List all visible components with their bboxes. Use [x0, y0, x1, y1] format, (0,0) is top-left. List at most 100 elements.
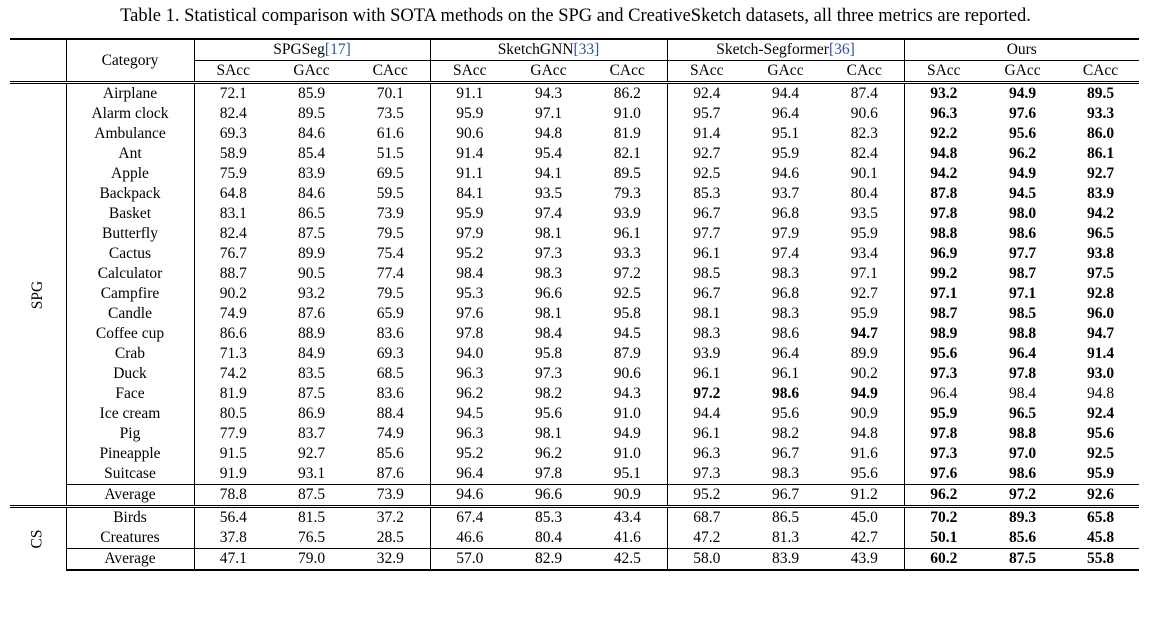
value-cell: 41.6 — [588, 528, 668, 549]
value-cell: 97.8 — [930, 425, 958, 442]
table-row: Campfire 90.2 93.2 79.5 95.3 96.6 92.5 96.7 96.8… — [10, 284, 1139, 304]
value-cell: 97.1 — [930, 285, 958, 302]
value-cell: 96.3 — [693, 445, 721, 462]
metric-header: SAcc — [689, 62, 724, 79]
value-cell: 95.6 — [534, 405, 563, 422]
value-cell: 96.9 — [930, 245, 958, 262]
value-cell: 45.0 — [825, 505, 905, 528]
value-cell: 98.2 — [534, 385, 563, 402]
value-cell: 92.7 — [1086, 165, 1115, 182]
value-cell: 86.5 — [297, 205, 326, 222]
value-cell: 96.0 — [1086, 305, 1115, 322]
table-row: Alarm clock 82.4 89.5 73.5 95.9 97.1 91.0 95.7 9… — [10, 104, 1139, 124]
value-cell: 91.0 — [588, 404, 668, 424]
value-cell: 55.8 — [1062, 548, 1140, 571]
value-cell: 86.6 — [219, 325, 247, 342]
value-cell: 95.7 — [693, 105, 721, 122]
value-cell: 89.9 — [297, 245, 326, 262]
value-cell: 93.2 — [297, 285, 326, 302]
value-cell: 82.1 — [588, 144, 668, 164]
value-cell: 73.5 — [351, 104, 431, 124]
value-cell: 94.2 — [1086, 205, 1115, 222]
value-cell: 64.8 — [219, 185, 247, 202]
value-cell: 94.5 — [588, 324, 668, 344]
dataset-label-spg: SPG — [10, 81, 67, 507]
value-cell: 95.9 — [1086, 465, 1115, 482]
category-cell: Suitcase — [66, 464, 195, 485]
dataset-label-cs: CS — [10, 505, 67, 570]
value-cell: 74.9 — [219, 305, 247, 322]
value-cell: 91.0 — [588, 444, 668, 464]
value-cell: 94.8 — [1086, 385, 1115, 402]
value-cell: 95.9 — [825, 304, 905, 324]
value-cell: 43.9 — [825, 548, 905, 571]
value-cell: 96.8 — [771, 205, 800, 222]
category-cell: Calculator — [66, 264, 195, 284]
value-cell: 83.9 — [297, 165, 326, 182]
value-cell: 95.6 — [771, 405, 800, 422]
value-cell: 79.3 — [588, 184, 668, 204]
value-cell: 72.1 — [194, 81, 272, 104]
value-cell: 96.1 — [693, 365, 721, 382]
value-cell: 87.5 — [983, 548, 1063, 571]
category-cell: Pig — [66, 424, 195, 444]
value-cell: 96.8 — [771, 285, 800, 302]
value-cell: 97.2 — [588, 264, 668, 284]
value-cell: 37.8 — [219, 529, 247, 546]
value-cell: 77.9 — [219, 425, 247, 442]
value-cell: 86.2 — [588, 81, 668, 104]
value-cell: 81.9 — [588, 124, 668, 144]
value-cell: 94.5 — [456, 405, 484, 422]
value-cell: 95.3 — [456, 285, 484, 302]
category-cell: Face — [66, 384, 195, 404]
value-cell: 90.6 — [825, 104, 905, 124]
value-cell: 91.5 — [219, 445, 247, 462]
value-cell: 98.6 — [771, 325, 800, 342]
value-cell: 97.9 — [456, 225, 484, 242]
value-cell: 60.2 — [904, 548, 984, 571]
value-cell: 83.5 — [297, 365, 326, 382]
value-cell: 96.4 — [456, 465, 484, 482]
value-cell: 85.4 — [297, 145, 326, 162]
table-row: Cactus 76.7 89.9 75.4 95.2 97.3 93.3 96.1 97.4 93… — [10, 244, 1139, 264]
metric-header: SAcc — [452, 62, 487, 79]
value-cell: 79.5 — [351, 224, 431, 244]
value-cell: 82.4 — [219, 105, 247, 122]
value-cell: 96.6 — [534, 285, 563, 302]
value-cell: 93.9 — [693, 345, 721, 362]
value-cell: 97.3 — [534, 245, 563, 262]
value-cell: 76.5 — [297, 529, 326, 546]
value-cell: 85.6 — [351, 444, 431, 464]
value-cell: 75.9 — [219, 165, 247, 182]
category-cell: Alarm clock — [66, 104, 195, 124]
value-cell: 97.4 — [771, 245, 800, 262]
table-caption: Table 1. Statistical comparison with SOT… — [120, 6, 1031, 26]
value-cell: 83.9 — [746, 548, 825, 571]
value-cell: 97.7 — [693, 225, 721, 242]
value-cell: 56.4 — [194, 505, 272, 528]
value-cell: 97.7 — [1008, 245, 1037, 262]
value-cell: 46.6 — [456, 529, 484, 546]
value-cell: 70.2 — [904, 505, 984, 528]
value-cell: 88.9 — [297, 325, 326, 342]
value-cell: 95.1 — [771, 125, 800, 142]
value-cell: 94.7 — [1086, 325, 1115, 342]
value-cell: 86.0 — [1086, 125, 1115, 142]
value-cell: 84.6 — [297, 185, 326, 202]
value-cell: 96.1 — [588, 224, 668, 244]
value-cell: 94.4 — [746, 81, 825, 104]
category-cell: Ant — [66, 144, 195, 164]
metric-header: CAcc — [588, 60, 668, 83]
value-cell: 96.3 — [456, 425, 484, 442]
value-cell: 90.6 — [456, 125, 484, 142]
value-cell: 83.1 — [219, 205, 247, 222]
value-cell: 91.4 — [1086, 345, 1115, 362]
value-cell: 97.8 — [534, 465, 563, 482]
value-cell: 98.5 — [1008, 305, 1037, 322]
value-cell: 96.3 — [930, 105, 958, 122]
value-cell: 50.1 — [930, 529, 958, 546]
value-cell: 91.2 — [825, 484, 905, 507]
value-cell: 94.0 — [456, 345, 484, 362]
value-cell: 90.5 — [297, 265, 326, 282]
category-cell: Cactus — [66, 244, 195, 264]
